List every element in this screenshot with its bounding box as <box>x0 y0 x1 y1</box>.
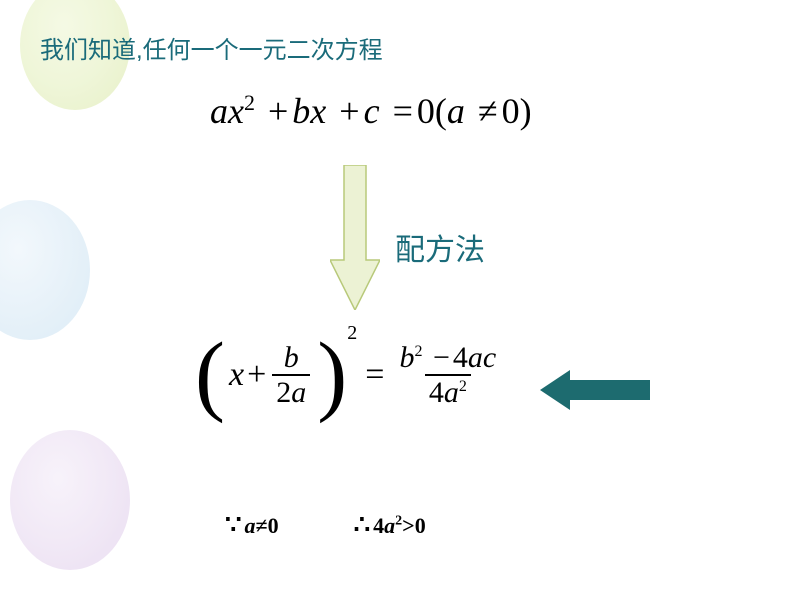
because-symbol: ∵ <box>225 510 242 539</box>
eq2-frac1-den-2: 2 <box>276 376 291 409</box>
down-arrow <box>330 165 380 315</box>
eq2-frac-b-over-2a: b 2a <box>272 341 310 409</box>
eq2-num-minus: − <box>433 341 450 374</box>
conclusion-therefore: ∴4a2>0 <box>354 510 426 540</box>
bg-balloon-blue <box>0 200 90 340</box>
eq1-lp: ( <box>435 91 447 131</box>
eq1-plus2: + <box>339 91 359 131</box>
c2-4: 4 <box>373 513 384 538</box>
eq2-num-a: a <box>468 341 483 374</box>
eq2-x: x <box>229 356 244 394</box>
method-label: 配方法 <box>395 225 485 269</box>
eq2-plus: + <box>247 356 266 394</box>
conclusions-row: ∵a≠0 ∴4a2>0 <box>225 510 426 540</box>
eq2-num-c: c <box>483 341 496 374</box>
eq2-lparen: ( <box>195 330 225 420</box>
eq1-sq: 2 <box>244 90 255 115</box>
eq2-rparen: ) <box>317 330 347 420</box>
left-arrow-icon <box>540 370 650 410</box>
therefore-symbol: ∴ <box>354 510 371 539</box>
c2-zero: 0 <box>415 513 426 538</box>
eq2-den-sq: 2 <box>459 378 467 395</box>
eq2-num-b: b <box>399 341 414 374</box>
eq1-a: a <box>210 91 228 131</box>
left-arrow <box>540 370 650 415</box>
equation-general-quadratic: ax2 +bx +c =0(a ≠0) <box>210 90 532 132</box>
eq2-sq: 2 <box>347 322 357 345</box>
c1-ne: ≠ <box>256 513 268 538</box>
conclusion-because: ∵a≠0 <box>225 510 279 540</box>
eq1-zero2: 0 <box>502 91 520 131</box>
eq1-ne: ≠ <box>478 91 498 131</box>
eq2-den-a: a <box>444 376 459 409</box>
bg-sparkle-2 <box>60 370 100 410</box>
eq2-frac1-num: b <box>280 341 303 374</box>
eq1-zero: 0 <box>417 91 435 131</box>
eq1-a2: a <box>447 91 465 131</box>
eq1-x2: x <box>310 91 326 131</box>
eq1-plus1: + <box>268 91 288 131</box>
eq1-c: c <box>364 91 380 131</box>
c1-zero: 0 <box>268 513 279 538</box>
eq1-eq: = <box>393 91 413 131</box>
bg-balloon-purple <box>10 430 130 570</box>
c2-gt: > <box>402 513 415 538</box>
c2-a: a <box>384 513 395 538</box>
equation-completed-square: ( x + b 2a ) 2 = b2 −4ac 4a2 <box>195 330 503 420</box>
eq1-rp: ) <box>520 91 532 131</box>
c1-a: a <box>245 513 256 538</box>
down-arrow-icon <box>330 165 380 310</box>
eq2-eq: = <box>365 356 384 394</box>
eq1-x: x <box>228 91 244 131</box>
eq1-b: b <box>292 91 310 131</box>
eq2-frac-discriminant: b2 −4ac 4a2 <box>395 341 500 409</box>
eq2-den-4: 4 <box>429 376 444 409</box>
eq2-num-4: 4 <box>453 341 468 374</box>
eq2-frac1-den-a: a <box>291 376 306 409</box>
intro-heading: 我们知道,任何一个一元二次方程 <box>40 30 383 65</box>
bg-sparkle-1 <box>5 150 45 190</box>
eq2-num-sq: 2 <box>414 343 422 360</box>
